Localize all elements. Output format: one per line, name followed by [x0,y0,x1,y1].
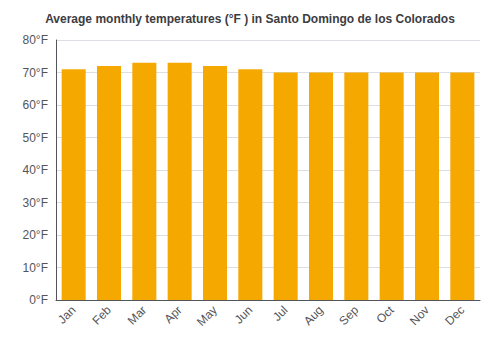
svg-text:10°F: 10°F [23,261,48,275]
svg-text:May: May [194,303,220,329]
svg-text:Jun: Jun [232,303,256,327]
svg-text:Feb: Feb [89,303,114,328]
svg-text:Average monthly temperatures (: Average monthly temperatures (°F ) in Sa… [45,12,455,26]
svg-text:Mar: Mar [125,303,150,327]
svg-text:Jul: Jul [270,303,291,324]
svg-text:Jan: Jan [55,303,79,327]
svg-text:Apr: Apr [162,303,185,326]
svg-text:Dec: Dec [442,303,467,328]
svg-text:80°F: 80°F [23,33,48,47]
svg-text:30°F: 30°F [23,196,48,210]
svg-text:Aug: Aug [301,303,326,328]
svg-text:70°F: 70°F [23,66,48,80]
svg-text:Nov: Nov [407,303,432,328]
svg-text:Oct: Oct [374,303,398,327]
svg-text:50°F: 50°F [23,131,48,145]
svg-text:40°F: 40°F [23,163,48,177]
svg-text:Sep: Sep [336,303,361,328]
svg-text:60°F: 60°F [23,98,48,112]
svg-text:0°F: 0°F [29,293,48,307]
svg-text:20°F: 20°F [23,228,48,242]
